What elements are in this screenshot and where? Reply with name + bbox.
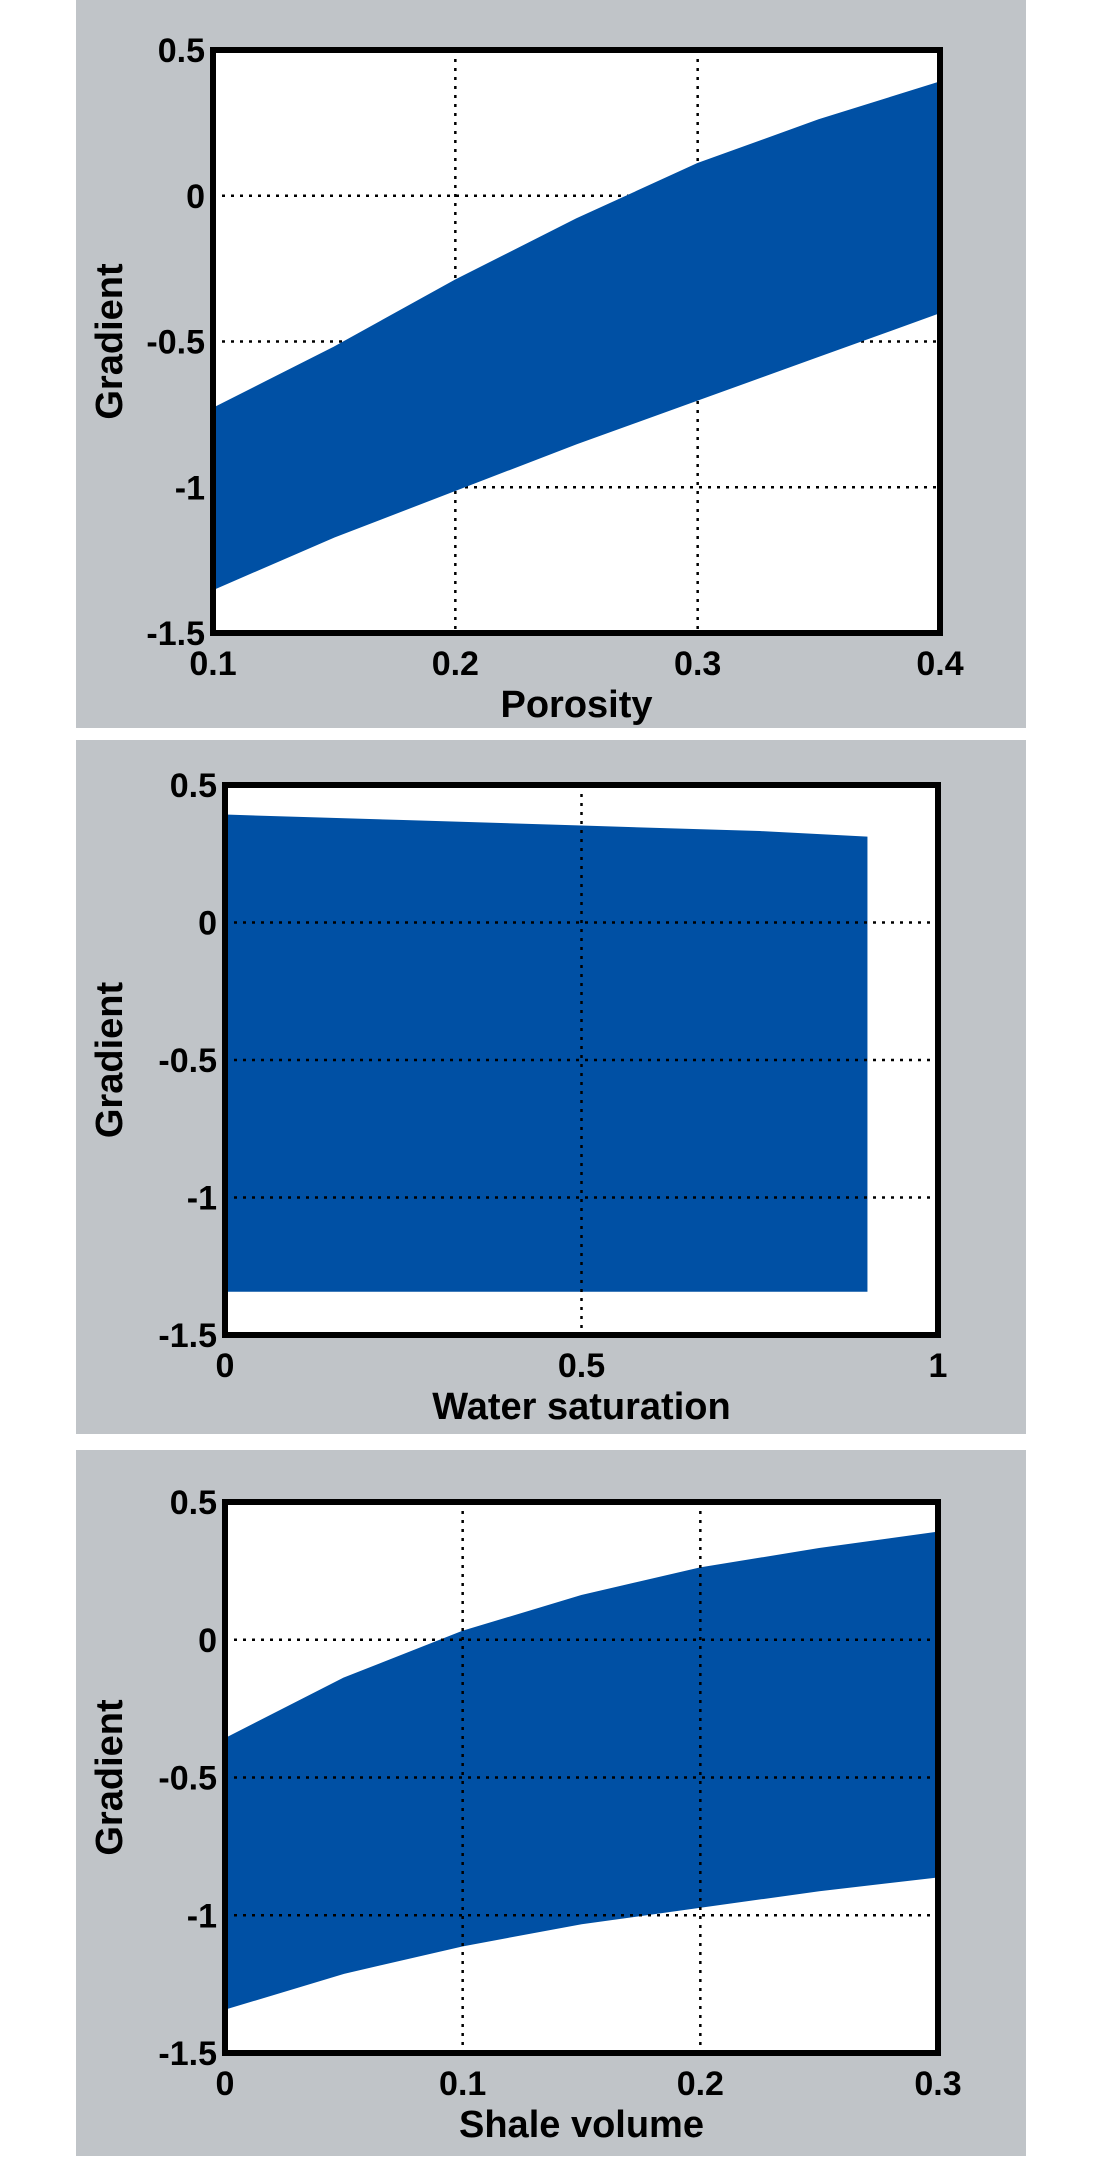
x-tick-label: 0.2 [677,2065,724,2103]
y-tick-label: -1.5 [158,1317,217,1355]
x-tick-label: 1 [929,1347,948,1385]
axes-frame [222,782,941,1338]
x-tick-label: 0.1 [189,645,236,683]
x-tick-label: 0.5 [558,1347,605,1385]
y-tick-label: -1.5 [158,2035,217,2073]
x-tick-label: 0.3 [914,2065,961,2103]
y-tick-label: -1 [187,1180,217,1218]
grid [225,785,938,1335]
y-tick-label: -0.5 [146,324,205,362]
y-tick-label: -1.5 [146,615,205,653]
y-tick-label: -0.5 [158,1760,217,1798]
y-tick-label: 0 [198,905,217,943]
y-tick-label: -1 [187,1897,217,1935]
y-tick-label: 0.5 [170,1484,217,1522]
x-tick-label: 0.4 [916,645,963,683]
x-tick-label: 0.1 [439,2065,486,2103]
y-axis-label: Gradient [89,1699,131,1856]
x-axis-label-shale-volume: Shale volume [459,2104,704,2146]
x-tick-label: 0.2 [432,645,479,683]
axes-frame [222,1499,941,2056]
y-tick-label: -1 [175,469,205,507]
y-axis-label: Gradient [89,982,131,1139]
panel-porosity: 0.5 0 -0.5 -1 -1.50.1 0.2 0.3 0.4 Porosity Gradie… [76,0,1026,728]
y-tick-label: 0 [186,178,205,216]
y-axis-label: Gradient [89,263,131,420]
y-tick-label: 0 [198,1622,217,1660]
x-tick-label: 0 [216,1347,235,1385]
axes-frame [210,47,943,636]
y-tick-label: -0.5 [158,1042,217,1080]
band-area [224,814,868,1292]
y-tick-label: 0.5 [170,767,217,805]
y-tick-label: 0.5 [158,32,205,70]
x-axis-label-water-saturation: Water saturation [432,1386,730,1428]
grid [225,1502,938,2053]
x-tick-label: 0 [216,2065,235,2103]
x-tick-label: 0.3 [674,645,721,683]
x-axis-label-porosity: Porosity [500,684,652,726]
